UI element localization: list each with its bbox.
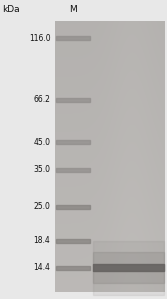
Text: 35.0: 35.0 [33,165,50,175]
Text: 25.0: 25.0 [34,202,50,211]
Bar [56,168,90,172]
Text: M: M [69,5,77,14]
Bar [56,239,90,242]
Text: 116.0: 116.0 [29,34,50,43]
Bar [56,98,90,102]
Bar [94,252,164,283]
Bar [94,240,164,295]
Bar [56,36,90,40]
Text: 66.2: 66.2 [34,95,50,104]
Text: 14.4: 14.4 [34,263,50,272]
Bar [94,264,164,271]
Bar [56,205,90,209]
Text: 45.0: 45.0 [33,138,50,147]
Bar [56,141,90,144]
Text: kDa: kDa [2,5,20,14]
Text: 18.4: 18.4 [34,236,50,245]
Bar [56,266,90,270]
